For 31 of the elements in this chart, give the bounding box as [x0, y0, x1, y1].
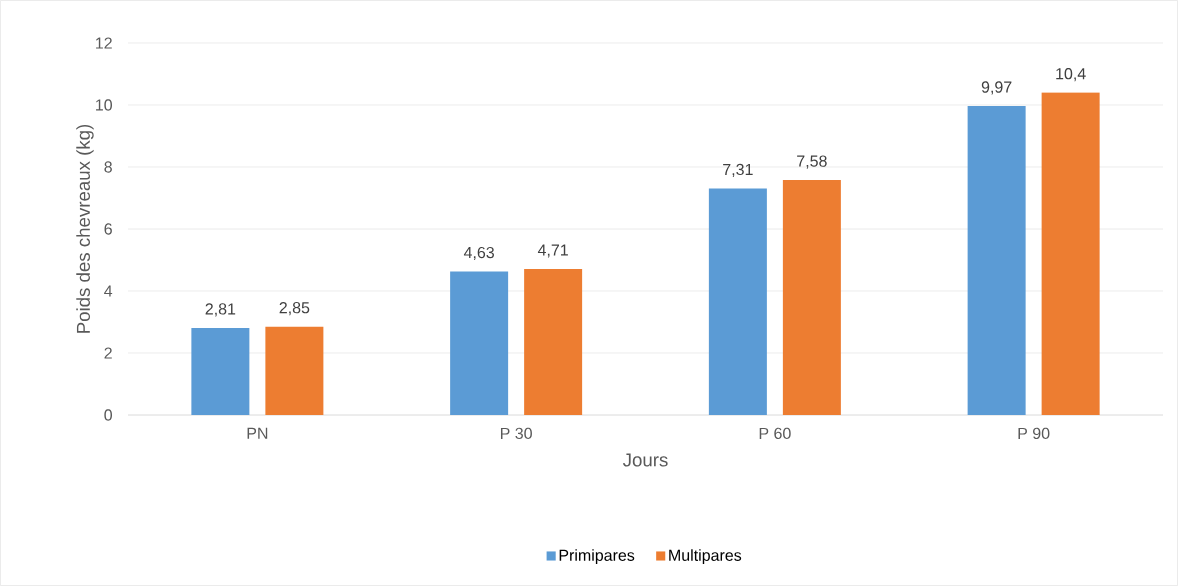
data-label: 4,63: [463, 246, 494, 261]
data-label: 9,97: [981, 81, 1012, 95]
bar: [967, 105, 1026, 415]
x-tick-label: P 90: [1018, 427, 1050, 440]
bar: [1041, 92, 1100, 415]
data-label: 2,85: [279, 302, 310, 316]
legend-label: Primipares: [559, 549, 635, 565]
bar: [265, 326, 324, 415]
x-axis-title: Jours: [622, 453, 668, 467]
y-tick-label: 12: [96, 37, 112, 49]
bar: [524, 268, 583, 415]
bar: [708, 188, 767, 415]
y-tick-label: 0: [104, 409, 113, 421]
bar: [782, 180, 841, 415]
data-label: 10,4: [1056, 68, 1086, 82]
data-label: 7,31: [723, 163, 753, 178]
y-tick-label: 10: [96, 99, 112, 111]
x-tick-label: PN: [247, 427, 268, 439]
x-tick-label: P 60: [759, 427, 791, 440]
data-label: 7,58: [797, 155, 827, 169]
data-label: 4,71: [537, 244, 568, 258]
y-tick-label: 2: [104, 347, 112, 359]
x-tick-label: P 30: [500, 427, 532, 440]
bar: [450, 271, 509, 415]
y-tick-label: 6: [104, 223, 112, 235]
bar: [191, 327, 250, 415]
y-axis-title: Poids des chevreaux (kg): [76, 124, 94, 333]
data-label: 2,81: [205, 303, 236, 317]
y-tick-label: 8: [104, 161, 112, 173]
y-tick-label: 4: [104, 285, 113, 297]
legend-label: Multipares: [669, 549, 742, 565]
